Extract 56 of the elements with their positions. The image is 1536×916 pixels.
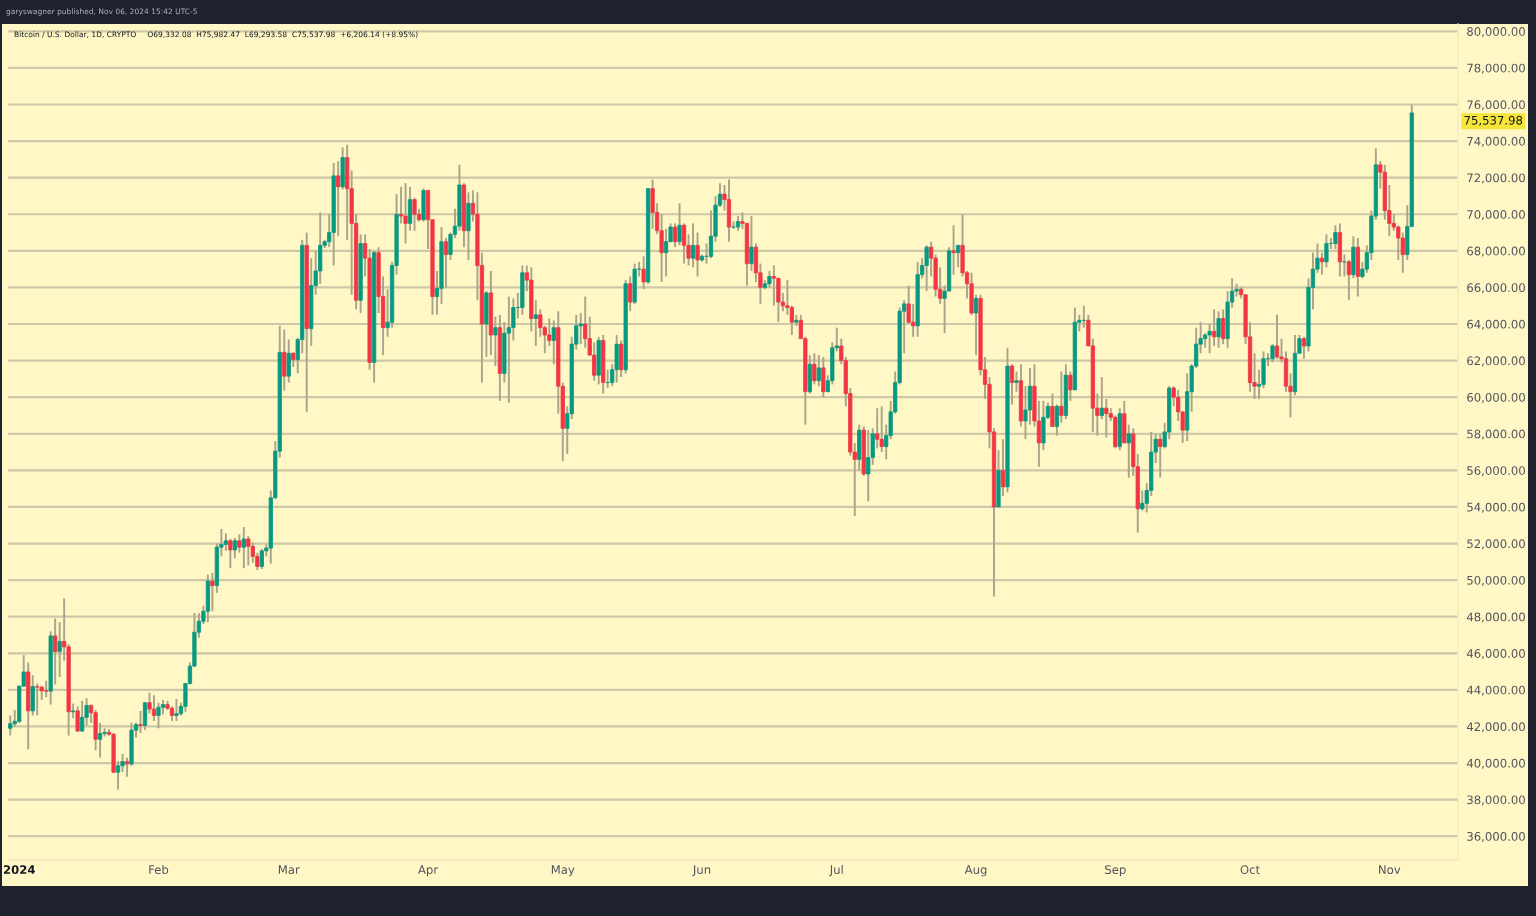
candlestick — [115, 760, 121, 791]
candlestick — [520, 264, 525, 316]
candlestick — [26, 661, 31, 751]
candlestick — [246, 535, 251, 567]
candlestick — [1050, 392, 1055, 428]
candlestick — [151, 694, 157, 722]
candlestick — [142, 701, 148, 732]
candlestick — [80, 699, 85, 733]
candlestick — [583, 295, 588, 349]
candlestick — [866, 429, 871, 503]
candlestick — [1216, 310, 1221, 349]
candlestick — [1274, 313, 1280, 360]
candlestick — [1126, 423, 1131, 479]
candlestick — [1063, 363, 1068, 421]
candlestick — [174, 698, 179, 722]
candlestick — [592, 341, 597, 382]
candlestick — [1167, 385, 1172, 441]
candlestick — [35, 682, 40, 717]
candlestick — [951, 224, 956, 276]
candlestick — [147, 691, 152, 715]
candlestick — [632, 262, 637, 305]
candlestick — [93, 709, 98, 752]
candlestick — [75, 705, 80, 733]
candlestick — [84, 697, 89, 727]
candlestick — [1355, 237, 1360, 298]
candlestick — [466, 191, 471, 261]
candlestick — [726, 178, 732, 243]
candlestick — [1185, 372, 1190, 443]
candlestick — [1113, 414, 1118, 450]
candlestick — [695, 231, 700, 278]
candlestick — [506, 295, 511, 404]
candlestick — [1117, 407, 1122, 452]
candlestick — [879, 405, 884, 454]
candlestick — [259, 548, 264, 571]
candlestick — [156, 701, 161, 730]
candlestick — [1324, 233, 1329, 269]
candlestick — [228, 537, 233, 570]
candlestick — [232, 537, 237, 560]
candlestick — [250, 541, 255, 564]
candlestick — [601, 334, 606, 395]
candlestick — [205, 573, 210, 624]
candlestick — [614, 334, 619, 384]
candlestick — [812, 352, 817, 386]
candlestick — [241, 526, 246, 570]
candlestick — [641, 255, 646, 291]
candlestick — [497, 313, 502, 402]
candlestick — [821, 355, 826, 399]
candlestick — [596, 335, 601, 386]
candlestick — [690, 222, 696, 269]
candlestick — [1212, 308, 1217, 347]
candlestick — [1337, 222, 1342, 278]
candlestick — [924, 244, 929, 293]
candlestick — [8, 714, 13, 737]
candlestick — [138, 709, 143, 734]
candlestick — [403, 182, 408, 245]
candlestick — [650, 178, 655, 230]
